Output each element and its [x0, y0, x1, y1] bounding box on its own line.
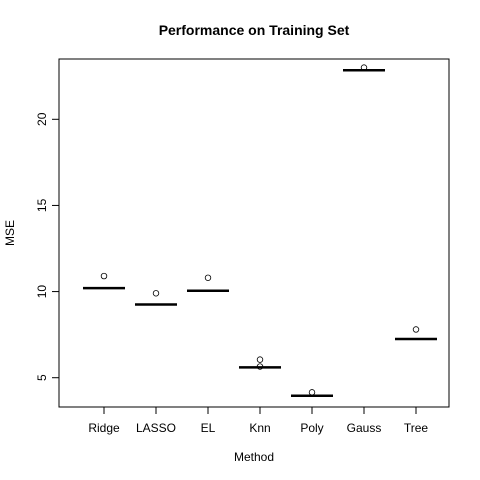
x-tick-label: Tree — [404, 421, 429, 435]
outlier-point — [256, 356, 264, 363]
outlier-point — [100, 272, 108, 280]
y-tick-label: 5 — [35, 374, 49, 381]
x-tick-label: Ridge — [88, 421, 120, 435]
x-tick-label: Gauss — [347, 421, 382, 435]
plot-marks — [83, 64, 437, 398]
y-tick-label: 20 — [35, 112, 49, 126]
outlier-point — [412, 326, 420, 333]
x-axis-label: Method — [234, 450, 274, 464]
outlier-point — [256, 363, 264, 370]
x-tick-label: EL — [201, 421, 216, 435]
outlier-point — [152, 290, 160, 297]
x-tick-label: Poly — [300, 421, 323, 435]
x-tick-label: LASSO — [136, 421, 176, 435]
plot-area-frame — [58, 58, 450, 408]
y-axis: 5 10 15 20 — [35, 112, 60, 381]
y-tick-label: 10 — [35, 285, 49, 299]
chart-title: Performance on Training Set — [159, 22, 350, 38]
outlier-point — [204, 274, 212, 281]
outlier-point — [308, 389, 316, 396]
outlier-point — [360, 64, 368, 71]
y-axis-label: MSE — [3, 220, 17, 246]
x-tick-label: Knn — [249, 421, 270, 435]
y-tick-label: 15 — [35, 198, 49, 212]
x-axis: Ridge LASSO EL Knn Poly Gauss Tree — [88, 407, 428, 435]
